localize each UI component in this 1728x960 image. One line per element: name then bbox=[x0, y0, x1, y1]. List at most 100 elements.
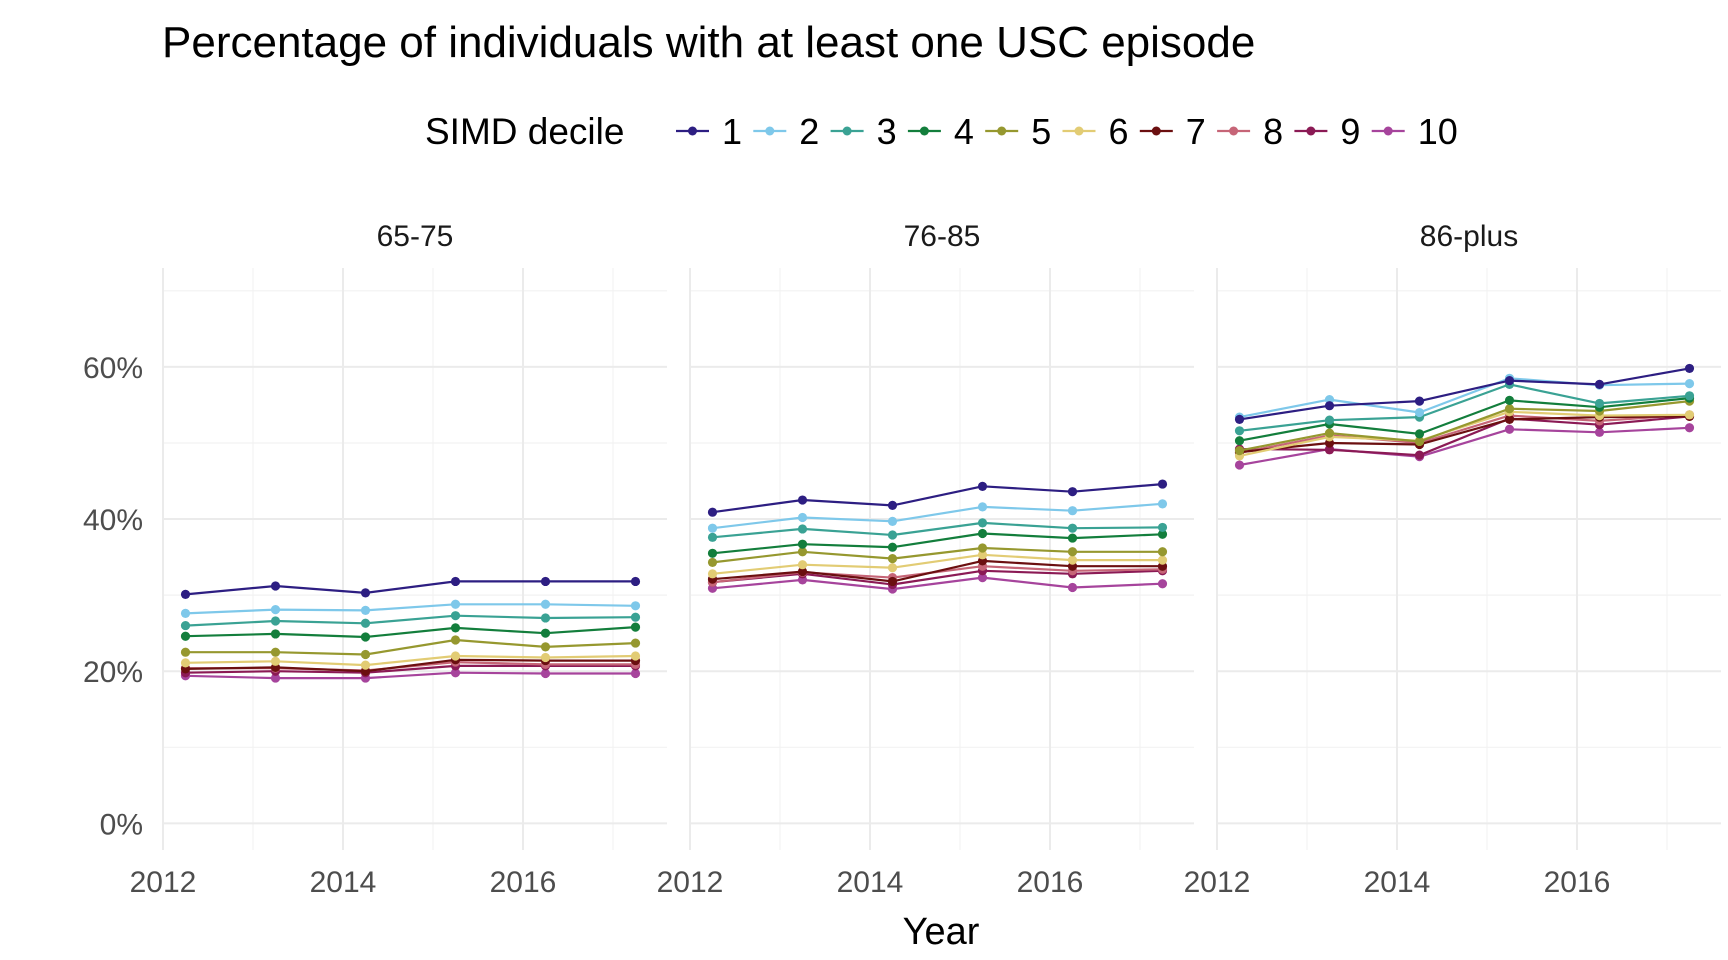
data-point bbox=[1157, 522, 1168, 533]
data-point bbox=[1684, 363, 1695, 374]
data-point bbox=[977, 543, 988, 553]
legend-marker-9 bbox=[1306, 126, 1316, 136]
data-point bbox=[797, 560, 808, 570]
gridlines bbox=[162, 268, 667, 850]
data-point bbox=[1504, 424, 1515, 434]
data-point bbox=[540, 668, 551, 679]
data-point bbox=[707, 569, 718, 579]
series-line-9 bbox=[712, 569, 1163, 586]
data-point bbox=[630, 612, 641, 622]
data-point bbox=[360, 618, 371, 628]
series-6 bbox=[1234, 407, 1695, 461]
series-line-2 bbox=[712, 502, 1163, 530]
series-3 bbox=[180, 611, 641, 631]
y-tick-label: 60% bbox=[83, 352, 143, 385]
data-point bbox=[1324, 428, 1335, 438]
data-point bbox=[180, 647, 191, 657]
legend-item-4: 4 bbox=[907, 111, 974, 152]
series-line-8 bbox=[1239, 413, 1690, 454]
series-line-2 bbox=[1239, 377, 1690, 419]
data-point bbox=[707, 507, 718, 517]
x-tick-label: 2014 bbox=[1364, 866, 1431, 899]
y-tick-label: 40% bbox=[83, 504, 143, 537]
data-point bbox=[1414, 396, 1425, 406]
data-point bbox=[797, 512, 808, 523]
legend-marker-10 bbox=[1383, 126, 1393, 136]
data-point bbox=[977, 518, 988, 528]
data-point bbox=[977, 573, 988, 583]
legend-item-3: 3 bbox=[830, 111, 897, 152]
series-line-4 bbox=[1239, 397, 1690, 442]
data-point bbox=[360, 605, 371, 615]
data-point bbox=[540, 613, 551, 623]
x-tick-label: 2012 bbox=[657, 866, 724, 899]
data-point bbox=[1594, 427, 1605, 437]
data-point bbox=[1324, 401, 1335, 411]
series-line-5 bbox=[712, 546, 1163, 564]
legend-label-7: 7 bbox=[1186, 111, 1206, 152]
data-point bbox=[180, 620, 191, 631]
data-point bbox=[707, 548, 718, 558]
data-point bbox=[977, 528, 988, 539]
series-line-1 bbox=[185, 580, 636, 596]
data-point bbox=[977, 550, 988, 560]
data-point bbox=[1067, 547, 1078, 557]
data-point bbox=[450, 623, 461, 633]
data-point bbox=[887, 542, 898, 552]
data-point bbox=[360, 588, 371, 598]
data-point bbox=[270, 629, 281, 639]
data-point bbox=[1067, 533, 1078, 543]
data-point bbox=[977, 502, 988, 512]
series-line-7 bbox=[712, 559, 1163, 583]
series-line-6 bbox=[185, 654, 636, 667]
data-point bbox=[450, 635, 461, 645]
series-line-5 bbox=[1239, 400, 1690, 452]
series-1 bbox=[180, 576, 641, 599]
data-point bbox=[540, 652, 551, 663]
legend-marker-2 bbox=[765, 126, 775, 136]
panel-86-plus: 86-plus 2012 2014 2016 bbox=[1184, 220, 1721, 899]
x-tick-label: 2016 bbox=[490, 866, 557, 899]
legend-title: SIMD decile bbox=[425, 111, 624, 152]
data-point bbox=[1504, 375, 1515, 386]
data-point bbox=[630, 638, 641, 648]
data-point bbox=[630, 651, 641, 661]
series-2 bbox=[180, 599, 641, 618]
data-point bbox=[1504, 414, 1515, 424]
x-tick-label: 2016 bbox=[1544, 866, 1611, 899]
data-point bbox=[797, 547, 808, 557]
legend-label-10: 10 bbox=[1418, 111, 1458, 152]
data-point bbox=[180, 589, 191, 599]
data-point bbox=[450, 611, 461, 621]
data-point bbox=[1684, 391, 1695, 401]
series-line-1 bbox=[1239, 367, 1690, 421]
data-point bbox=[270, 604, 281, 615]
x-tick-label: 2012 bbox=[1184, 866, 1251, 899]
legend-label-2: 2 bbox=[799, 111, 819, 152]
series-group bbox=[707, 479, 1168, 594]
series-1 bbox=[707, 479, 1168, 517]
y-tick-label: 20% bbox=[83, 656, 143, 689]
x-axis-label: Year bbox=[903, 911, 980, 953]
data-point bbox=[630, 622, 641, 632]
data-point bbox=[1324, 415, 1335, 425]
series-line-3 bbox=[1239, 383, 1690, 432]
x-tick-label: 2014 bbox=[837, 866, 904, 899]
data-point bbox=[540, 628, 551, 638]
legend-item-1: 1 bbox=[676, 111, 742, 152]
series-line-4 bbox=[185, 626, 636, 639]
data-point bbox=[887, 554, 898, 564]
data-point bbox=[1504, 404, 1515, 414]
legend-marker-5 bbox=[997, 126, 1007, 136]
legend-marker-8 bbox=[1229, 126, 1239, 136]
series-4 bbox=[707, 528, 1168, 558]
panel-76-85: 76-85 2012 2014 2016 bbox=[657, 220, 1194, 899]
data-point bbox=[1157, 479, 1168, 489]
panel-65-75: 65-75 0% 20% 40% 60% 2012 2014 2016 bbox=[83, 220, 667, 899]
legend-item-9: 9 bbox=[1294, 111, 1360, 152]
data-point bbox=[450, 599, 461, 609]
data-point bbox=[630, 601, 641, 611]
series-5 bbox=[707, 543, 1168, 568]
series-line-5 bbox=[185, 638, 636, 656]
data-point bbox=[1067, 487, 1078, 497]
